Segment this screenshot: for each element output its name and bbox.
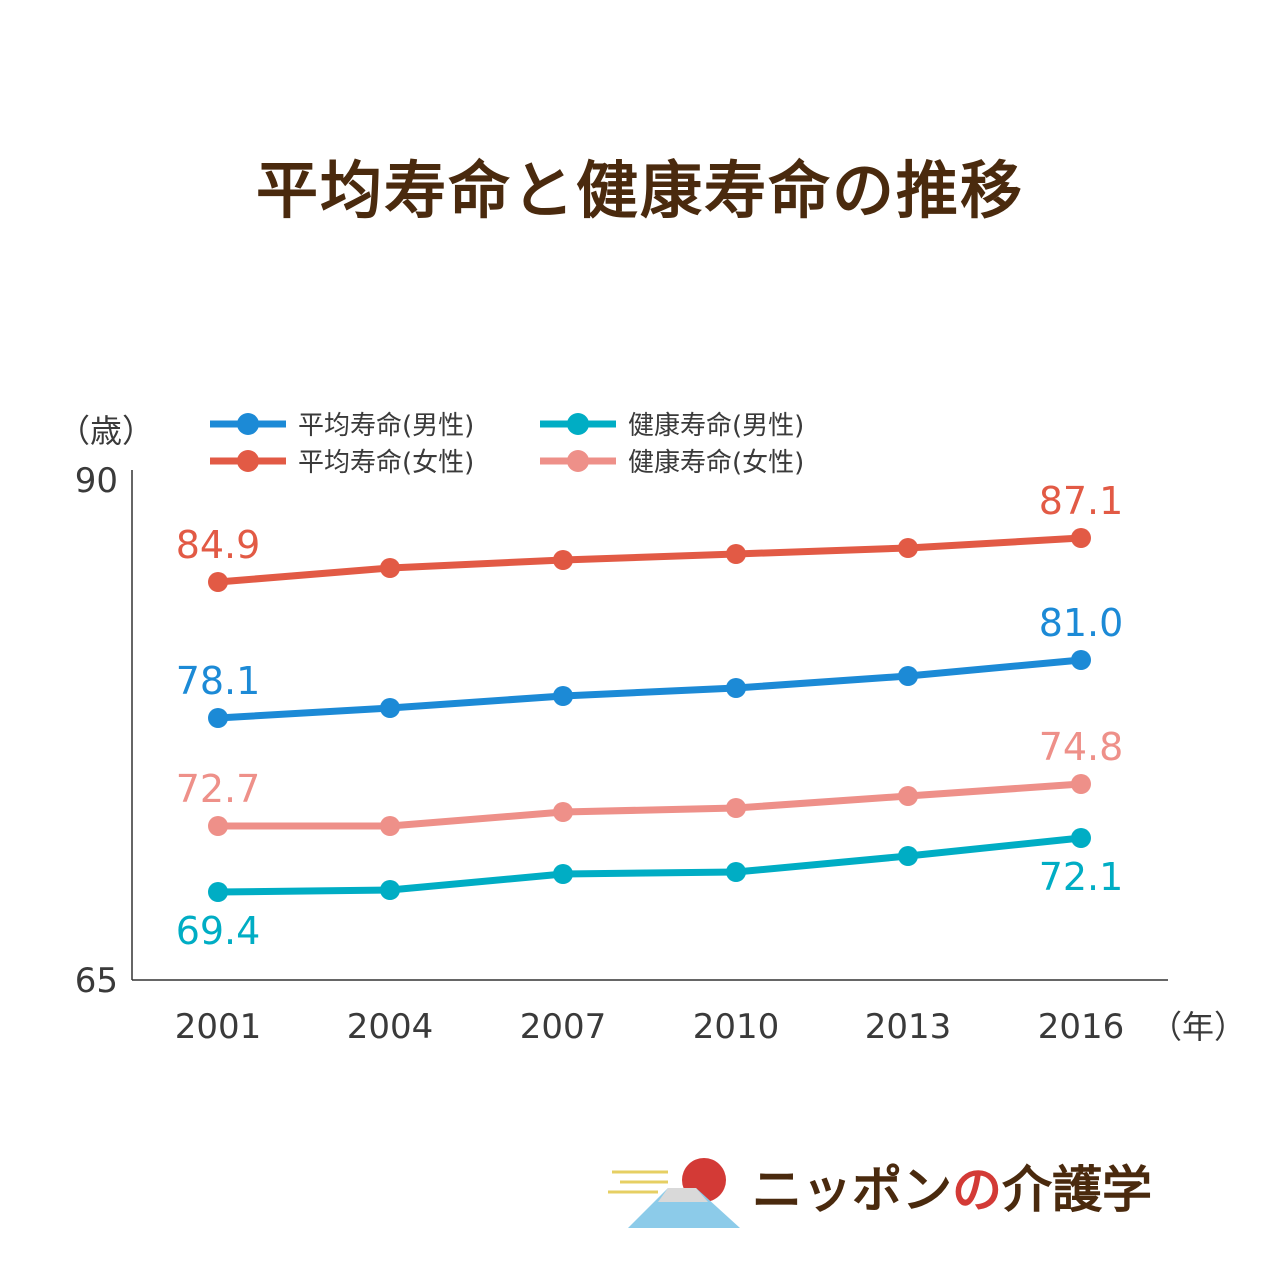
- legend-swatch-dot: [237, 450, 259, 472]
- page-title: 平均寿命と健康寿命の推移: [255, 154, 1024, 227]
- data-point: [553, 802, 573, 822]
- legend-swatch-dot: [567, 413, 589, 435]
- series-line: [217, 834, 1082, 896]
- data-point: [208, 882, 228, 902]
- data-point: [553, 550, 573, 570]
- data-point: [208, 816, 228, 836]
- series-line: [217, 656, 1082, 722]
- series-line: [218, 780, 1082, 830]
- data-point: [726, 544, 746, 564]
- legend-entry: 平均寿命(女性): [298, 448, 474, 478]
- x-tick-label: 2010: [693, 1007, 780, 1047]
- data-point: [726, 678, 746, 698]
- x-tick-label: 2013: [865, 1007, 952, 1047]
- legend-entry: 健康寿命(女性): [628, 448, 804, 478]
- data-point: [553, 864, 573, 884]
- series-line: [217, 534, 1082, 586]
- data-point: [208, 708, 228, 728]
- data-label: 87.1: [1039, 479, 1124, 523]
- data-point: [380, 558, 400, 578]
- chart-axes: 90 65 （歳） 2001 2004 2007 2010 2013 2016 （年）: [58, 412, 1246, 1047]
- y-tick-label: 90: [75, 461, 118, 501]
- y-tick-label: 65: [75, 961, 118, 1001]
- data-point: [1071, 828, 1091, 848]
- data-point: [898, 538, 918, 558]
- logo-text-main: ニッポン: [752, 1161, 952, 1219]
- chart-labels: 78.1 81.0 84.9 87.1 69.4 72.1 72.7 74.8: [176, 479, 1124, 953]
- data-label: 81.0: [1039, 601, 1124, 645]
- data-point: [380, 816, 400, 836]
- data-label: 72.1: [1039, 855, 1124, 899]
- data-point: [726, 862, 746, 882]
- data-point: [898, 786, 918, 806]
- x-tick-label: 2004: [347, 1007, 434, 1047]
- data-point: [208, 572, 228, 592]
- data-point: [380, 698, 400, 718]
- data-point: [726, 798, 746, 818]
- data-label: 69.4: [176, 909, 261, 953]
- logo: ニッポンの介護学: [752, 1150, 1152, 1222]
- legend-swatch-dot: [237, 413, 259, 435]
- data-label: 72.7: [176, 767, 261, 811]
- data-label: 84.9: [176, 523, 261, 567]
- legend-swatch-dot: [567, 450, 589, 472]
- data-point: [553, 686, 573, 706]
- data-point: [898, 846, 918, 866]
- mount-fuji-sun-icon: [608, 1158, 740, 1228]
- logo-text-accent: の: [952, 1161, 1002, 1219]
- data-point: [1071, 650, 1091, 670]
- x-tick-label: 2001: [175, 1007, 262, 1047]
- data-point: [1071, 774, 1091, 794]
- x-axis-label: （年）: [1150, 1008, 1246, 1046]
- data-point: [1071, 528, 1091, 548]
- x-tick-label: 2007: [520, 1007, 607, 1047]
- data-label: 78.1: [176, 659, 261, 703]
- data-point: [898, 666, 918, 686]
- legend-entry: 平均寿命(男性): [298, 411, 474, 441]
- y-axis-label: （歳）: [58, 412, 154, 450]
- data-point: [380, 880, 400, 900]
- data-label: 74.8: [1039, 725, 1124, 769]
- chart-series: [208, 528, 1091, 902]
- x-tick-label: 2016: [1038, 1007, 1125, 1047]
- logo-text-end: 介護学: [1002, 1161, 1152, 1219]
- legend-entry: 健康寿命(男性): [628, 411, 804, 441]
- chart-legend: 平均寿命(男性) 健康寿命(男性) 平均寿命(女性) 健康寿命(女性): [210, 411, 804, 478]
